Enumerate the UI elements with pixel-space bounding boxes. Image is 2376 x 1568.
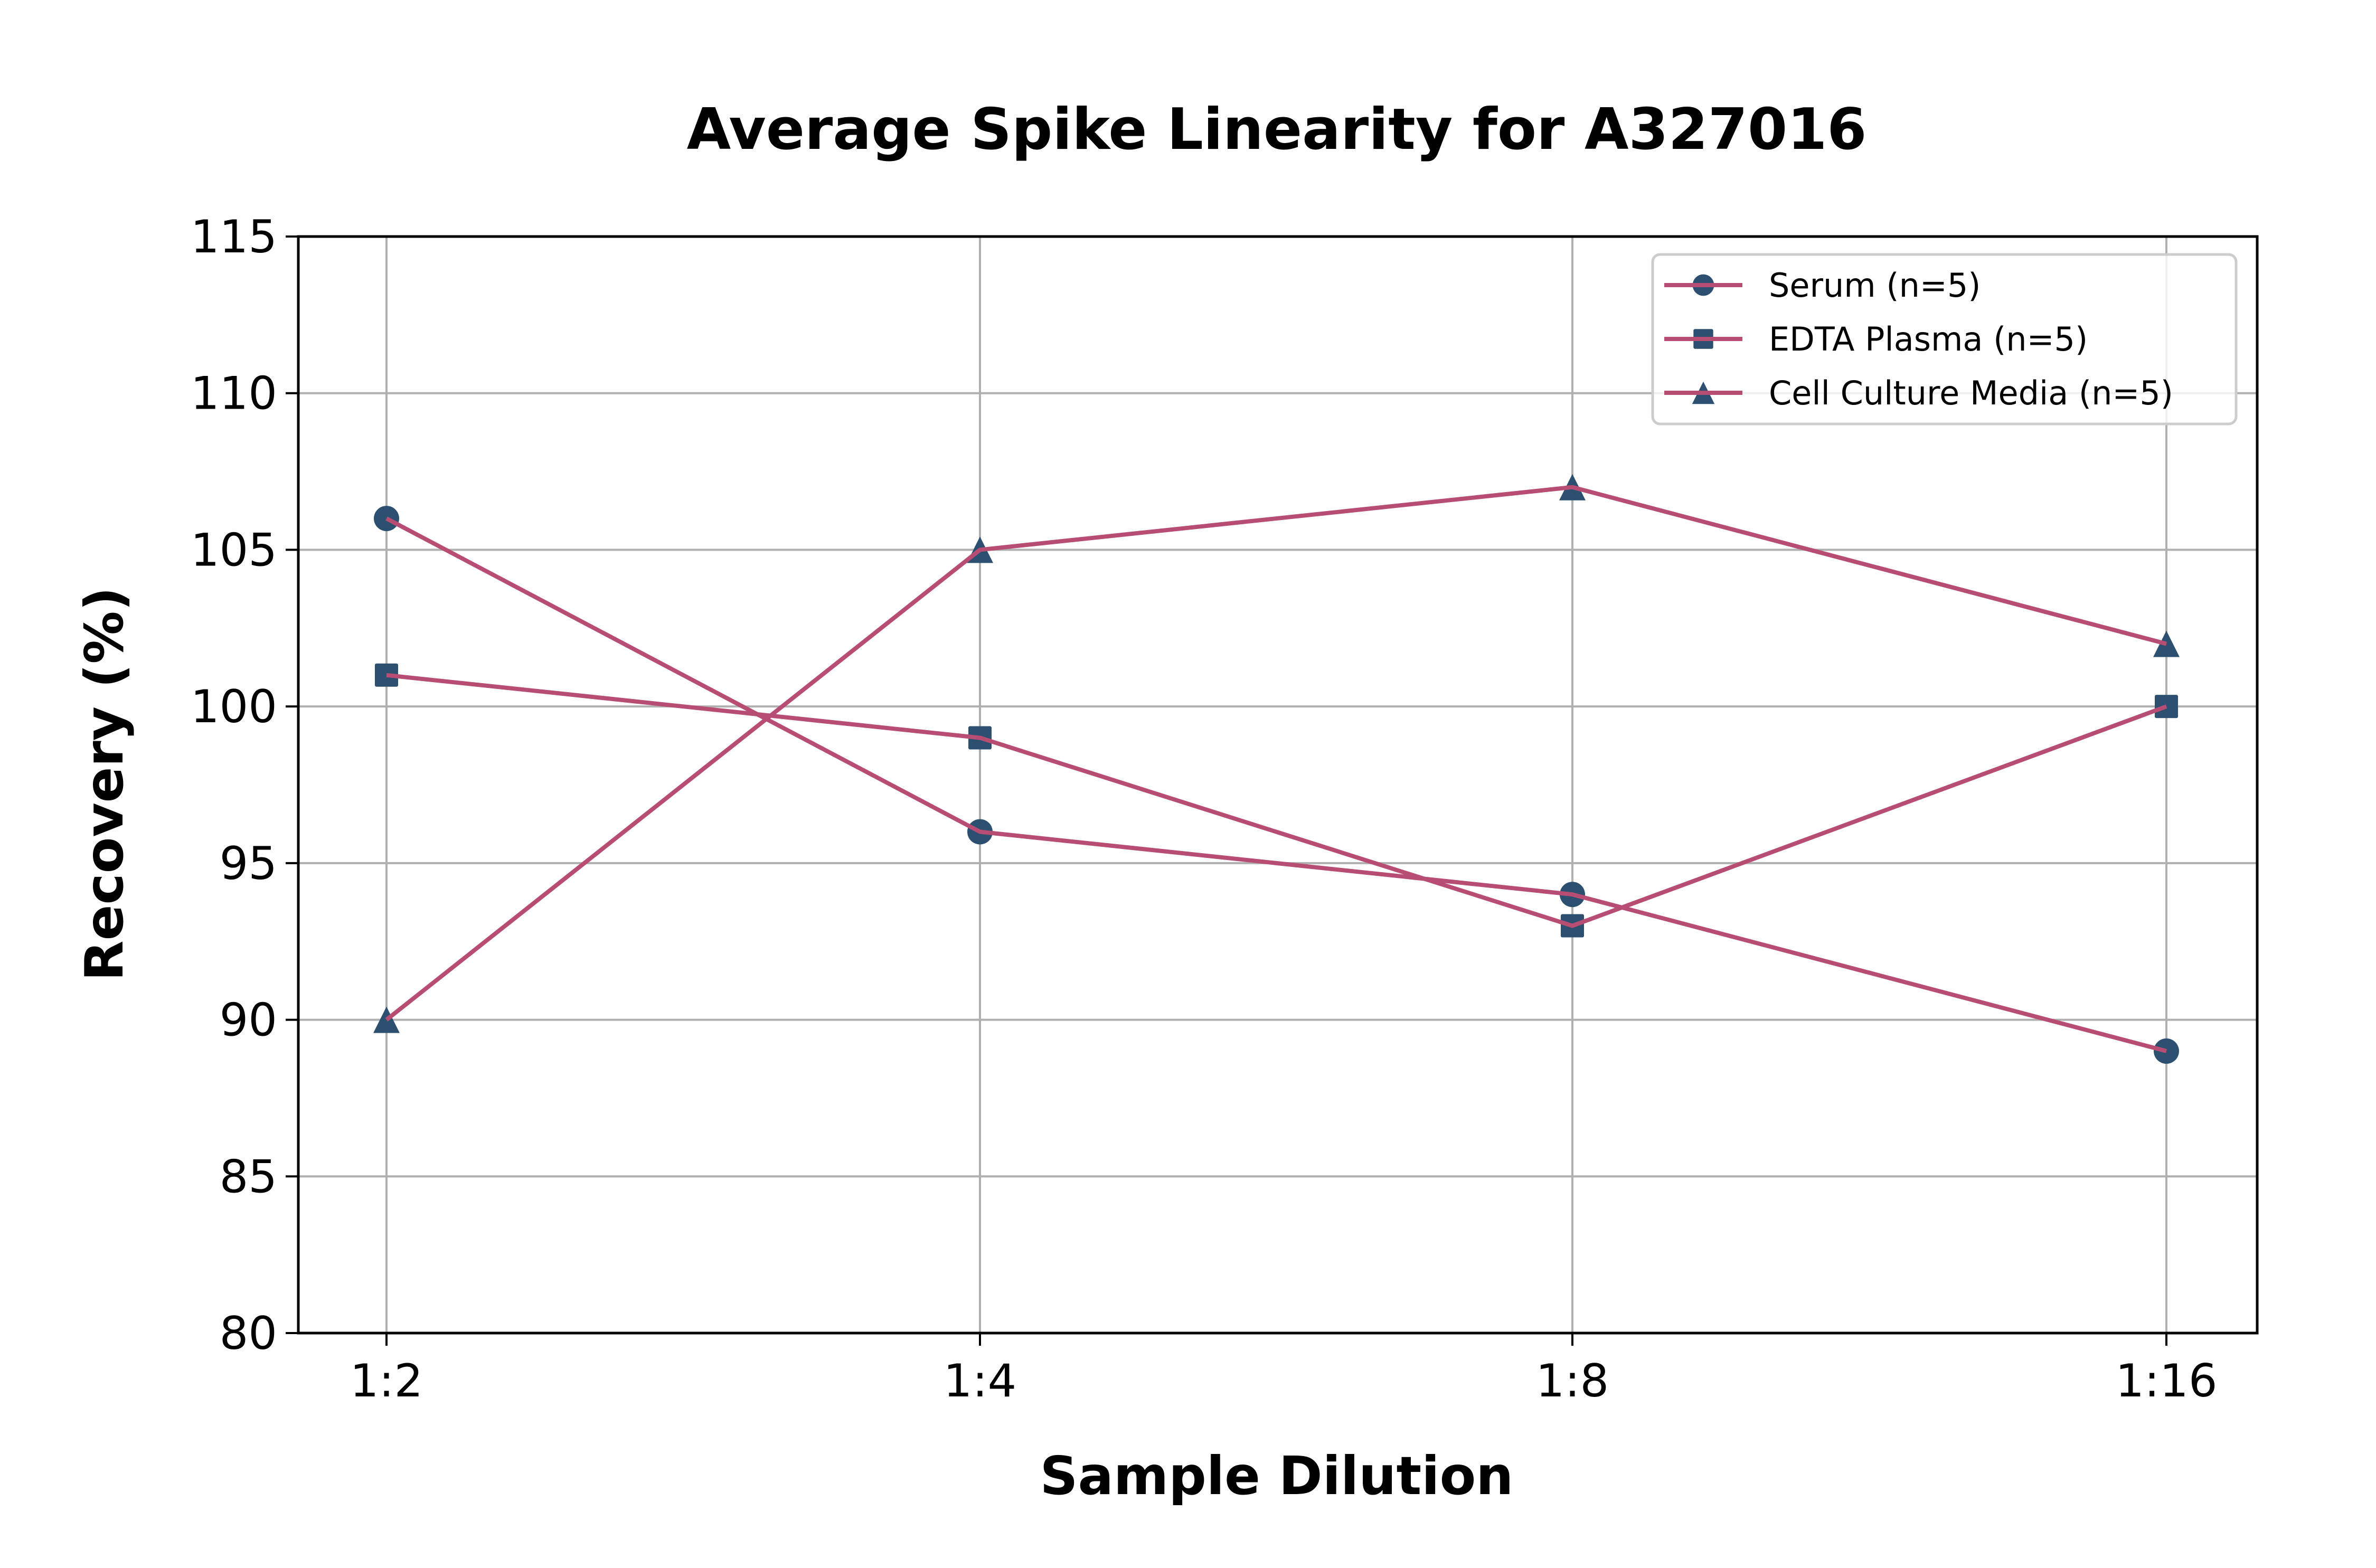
series-lines <box>385 485 2167 1053</box>
y-tick-label: 90 <box>220 994 277 1047</box>
legend-label: Serum (n=5) <box>1769 266 1981 305</box>
legend: Serum (n=5) EDTA Plasma (n=5) Cell Culture… <box>1651 253 2238 426</box>
chart-title: Average Spike Linearity for A327016 <box>687 97 1867 163</box>
y-axis: 80 85 90 95 100 105 110 115 <box>191 211 298 1360</box>
y-tick-label: 85 <box>220 1150 277 1203</box>
y-tick-label: 95 <box>220 837 277 890</box>
y-tick-label: 80 <box>220 1307 277 1360</box>
series-line-1 <box>386 673 2167 928</box>
x-tick-label: 1:2 <box>350 1355 423 1408</box>
legend-label: Cell Culture Media (n=5) <box>1769 374 2173 412</box>
x-tick-label: 1:4 <box>944 1355 1016 1408</box>
y-tick-label: 115 <box>191 211 277 263</box>
series-line-2 <box>385 485 2167 1022</box>
y-tick-label: 105 <box>191 524 277 577</box>
x-tick-label: 1:16 <box>2115 1355 2217 1408</box>
y-tick-label: 100 <box>191 681 277 733</box>
series-line-0 <box>385 516 2167 1053</box>
y-tick-label: 110 <box>191 367 277 420</box>
legend-box <box>1651 253 2238 426</box>
plot-frame <box>297 235 2259 1335</box>
x-axis: 1:2 1:4 1:8 1:16 <box>350 1333 2218 1408</box>
legend-label: EDTA Plasma (n=5) <box>1769 320 2088 358</box>
x-tick-label: 1:8 <box>1536 1355 1609 1408</box>
y-axis-label: Recovery (%) <box>73 587 135 981</box>
x-axis-label: Sample Dilution <box>1040 1445 1514 1507</box>
